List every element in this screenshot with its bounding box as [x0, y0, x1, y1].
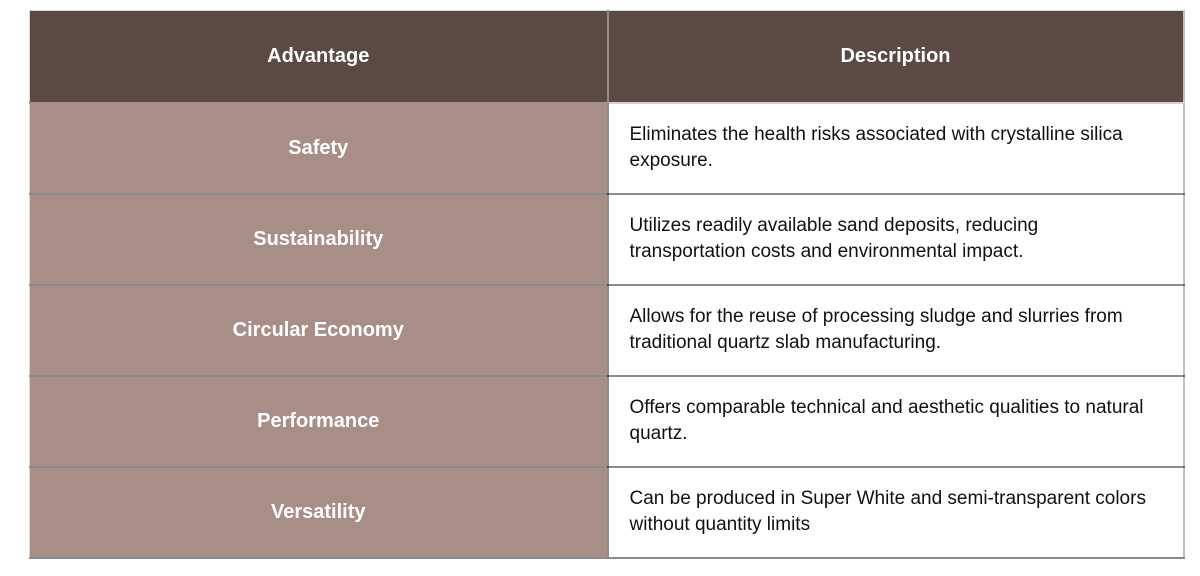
advantage-cell: Safety — [29, 101, 609, 195]
description-cell: Offers comparable technical and aestheti… — [606, 374, 1185, 468]
description-cell: Allows for the reuse of processing sludg… — [606, 283, 1185, 377]
table-body: Safety Eliminates the health risks assoc… — [29, 101, 1185, 559]
description-cell: Can be produced in Super White and semi-… — [606, 465, 1185, 559]
table-row: Performance Offers comparable technical … — [29, 374, 1185, 468]
column-header-description: Description — [606, 10, 1185, 104]
table-row: Versatility Can be produced in Super Whi… — [29, 465, 1185, 559]
table-row: Circular Economy Allows for the reuse of… — [29, 283, 1185, 377]
advantage-cell: Versatility — [29, 465, 609, 559]
advantages-table: Advantage Description Safety Eliminates … — [29, 10, 1185, 559]
advantage-cell: Circular Economy — [29, 283, 609, 377]
column-header-advantage: Advantage — [29, 10, 609, 104]
table-row: Safety Eliminates the health risks assoc… — [29, 101, 1185, 195]
header-row: Advantage Description — [29, 10, 1185, 104]
description-cell: Utilizes readily available sand deposits… — [606, 192, 1185, 286]
advantage-cell: Sustainability — [29, 192, 609, 286]
advantage-cell: Performance — [29, 374, 609, 468]
description-cell: Eliminates the health risks associated w… — [606, 101, 1185, 195]
table-row: Sustainability Utilizes readily availabl… — [29, 192, 1185, 286]
table-header: Advantage Description — [29, 10, 1185, 104]
